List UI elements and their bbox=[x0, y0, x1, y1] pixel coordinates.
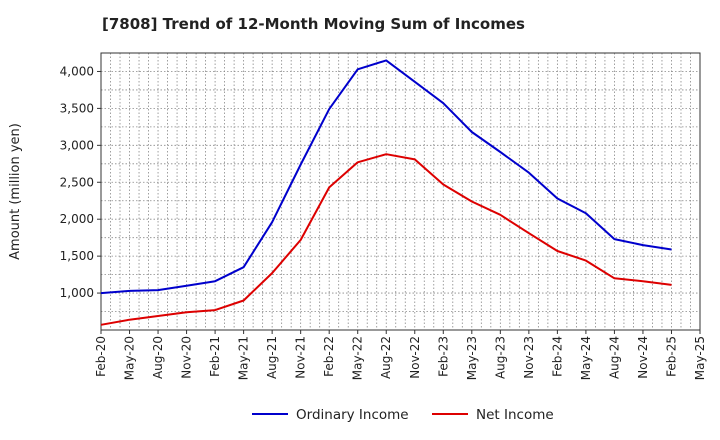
x-tick-label: Aug-20 bbox=[151, 336, 165, 379]
net-income-point bbox=[556, 250, 558, 252]
ordinary-income-point bbox=[128, 290, 130, 292]
ordinary-income-point bbox=[642, 244, 644, 246]
legend-label-ordinary-income: Ordinary Income bbox=[296, 407, 409, 423]
ordinary-income-point bbox=[471, 131, 473, 133]
x-tick-label: May-25 bbox=[693, 336, 707, 380]
ordinary-income-point bbox=[271, 221, 273, 223]
x-tick-label: May-21 bbox=[237, 336, 251, 380]
legend: Ordinary Income Net Income bbox=[252, 407, 554, 423]
ordinary-income-point bbox=[528, 171, 530, 173]
net-income-point bbox=[128, 318, 130, 320]
net-income-point bbox=[185, 311, 187, 313]
net-income-point bbox=[414, 158, 416, 160]
net-income-point bbox=[442, 183, 444, 185]
ordinary-income-point bbox=[185, 284, 187, 286]
ordinary-income-point bbox=[613, 238, 615, 240]
ordinary-income-point bbox=[585, 212, 587, 214]
ordinary-income-point bbox=[442, 102, 444, 104]
net-income-point bbox=[499, 214, 501, 216]
net-income-point bbox=[214, 309, 216, 311]
ordinary-income-point bbox=[357, 68, 359, 70]
ordinary-income-point bbox=[328, 108, 330, 110]
x-tick-label: Nov-20 bbox=[180, 336, 194, 379]
net-income-point bbox=[328, 186, 330, 188]
net-income-line bbox=[100, 153, 672, 326]
net-income-point bbox=[242, 299, 244, 301]
legend-label-net-income: Net Income bbox=[476, 407, 554, 423]
x-tick-label: Feb-21 bbox=[208, 336, 222, 377]
x-tick-label: Aug-23 bbox=[493, 336, 507, 379]
ordinary-income-point bbox=[385, 59, 387, 61]
ordinary-income-point bbox=[214, 280, 216, 282]
net-income-point bbox=[157, 315, 159, 317]
net-income-point bbox=[585, 259, 587, 261]
y-tick-label: 3,000 bbox=[60, 138, 94, 152]
x-tick-label: Aug-24 bbox=[607, 336, 621, 379]
y-tick-label: 1,000 bbox=[60, 286, 94, 300]
x-tick-label: Nov-24 bbox=[636, 336, 650, 379]
ordinary-income-point bbox=[556, 197, 558, 199]
ordinary-income-point bbox=[499, 151, 501, 153]
x-tick-label: Feb-24 bbox=[550, 336, 564, 377]
x-tick-label: Feb-20 bbox=[94, 336, 108, 377]
y-tick-label: 2,000 bbox=[60, 212, 94, 226]
net-income-point bbox=[357, 161, 359, 163]
x-tick-label: Feb-23 bbox=[436, 336, 450, 377]
net-income-point bbox=[670, 284, 672, 286]
y-axis: 1,000 1,500 2,000 2,500 3,000 3,500 4,000 bbox=[60, 64, 101, 300]
y-tick-label: 3,500 bbox=[60, 101, 94, 115]
x-tick-label: Feb-25 bbox=[664, 336, 678, 377]
ordinary-income-point bbox=[157, 289, 159, 291]
x-tick-label: Nov-22 bbox=[408, 336, 422, 379]
x-tick-label: May-22 bbox=[351, 336, 365, 380]
x-tick-label: Nov-23 bbox=[522, 336, 536, 379]
net-income-point bbox=[385, 153, 387, 155]
plot-area bbox=[100, 52, 701, 331]
x-tick-label: May-20 bbox=[123, 336, 137, 380]
y-axis-label: Amount (million yen) bbox=[8, 123, 23, 260]
y-tick-label: 1,500 bbox=[60, 249, 94, 263]
net-income-point bbox=[642, 280, 644, 282]
x-axis: Feb-20 May-20 Aug-20 Nov-20 Feb-21 May-21 Aug-… bbox=[94, 330, 707, 380]
net-income-point bbox=[100, 324, 102, 326]
series bbox=[100, 59, 672, 326]
net-income-point bbox=[271, 272, 273, 274]
x-tick-label: Nov-21 bbox=[294, 336, 308, 379]
x-tick-label: May-24 bbox=[579, 336, 593, 380]
ordinary-income-point bbox=[299, 163, 301, 165]
net-income-point bbox=[299, 239, 301, 241]
x-tick-label: Aug-22 bbox=[379, 336, 393, 379]
ordinary-income-point bbox=[242, 266, 244, 268]
x-tick-label: Feb-22 bbox=[322, 336, 336, 377]
net-income-point bbox=[528, 232, 530, 234]
y-tick-label: 4,000 bbox=[60, 64, 94, 78]
x-tick-label: Aug-21 bbox=[265, 336, 279, 379]
ordinary-income-point bbox=[100, 292, 102, 294]
grid bbox=[101, 53, 700, 330]
chart-title: [7808] Trend of 12-Month Moving Sum of I… bbox=[102, 15, 525, 33]
y-tick-label: 2,500 bbox=[60, 175, 94, 189]
ordinary-income-point bbox=[670, 248, 672, 250]
ordinary-income-line bbox=[100, 59, 672, 295]
net-income-point bbox=[471, 200, 473, 202]
x-tick-label: May-23 bbox=[465, 336, 479, 380]
ordinary-income-point bbox=[414, 81, 416, 83]
net-income-point bbox=[613, 277, 615, 279]
